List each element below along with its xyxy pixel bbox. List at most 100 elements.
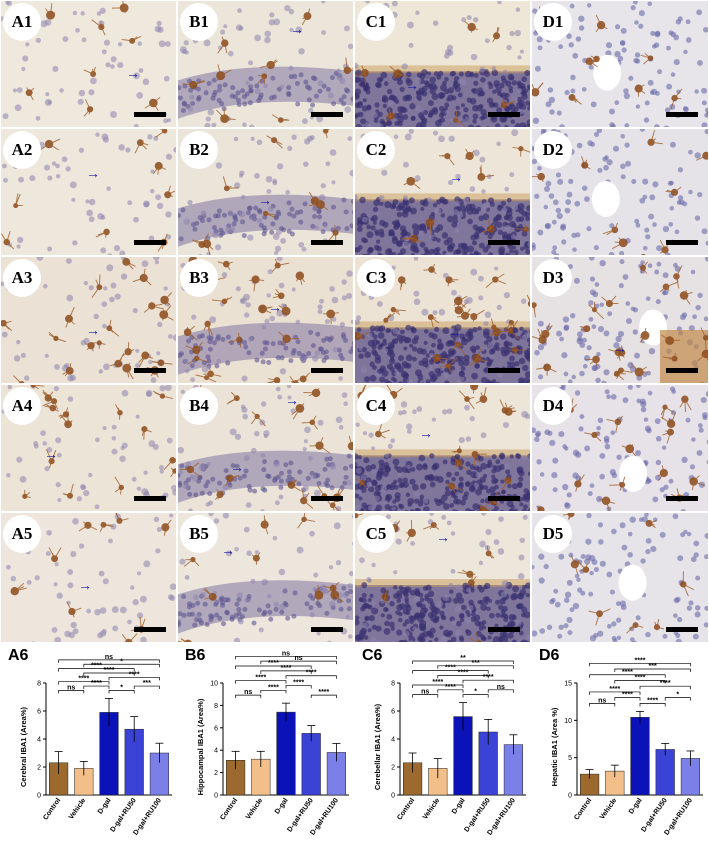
significance-bracket: [614, 668, 691, 673]
significance-bracket: [412, 694, 439, 698]
significance-label: ns: [598, 697, 606, 704]
scale-bar: [488, 368, 520, 373]
panel-label: D4: [534, 387, 572, 425]
significance-bracket: [589, 674, 666, 678]
scale-bar: [666, 368, 698, 373]
bar: [655, 749, 675, 796]
significance-bracket: [108, 676, 160, 681]
micrograph-texture: [355, 129, 530, 255]
significance-bracket: [235, 694, 262, 699]
y-tick-label: 6: [214, 725, 218, 732]
significance-bracket: [235, 680, 287, 684]
x-tick-label: D-gal: [451, 797, 467, 815]
micrograph-texture: [532, 129, 708, 255]
micrograph-texture: [355, 257, 530, 383]
y-axis-label: Hippocampal IBA1 (Area%): [196, 698, 205, 795]
significance-label: ****: [78, 676, 89, 683]
micrograph-texture: [1, 385, 176, 510]
panel-label: C1: [357, 3, 395, 41]
significance-bracket: [614, 680, 666, 684]
y-axis-label: Cerebral IBA1 (Area%): [19, 706, 28, 787]
significance-label: ***: [649, 663, 657, 670]
significance-bracket: [412, 670, 489, 674]
y-tick-label: 2: [214, 770, 218, 777]
significance-bracket: [412, 684, 464, 688]
x-tick-label: D-gal+RU100: [309, 797, 340, 837]
micrograph-a5: A5: [0, 512, 177, 643]
micrograph-texture: [178, 385, 353, 511]
significance-label: ****: [255, 675, 266, 682]
significance-bracket: [310, 694, 337, 699]
significance-label: ****: [268, 684, 279, 691]
significance-bracket: [285, 675, 337, 679]
bar: [301, 733, 321, 796]
panel-label: C5: [357, 515, 395, 553]
y-tick-label: 10: [210, 681, 218, 688]
arrow-icon: →: [86, 322, 100, 338]
panel-label: D1: [534, 3, 572, 41]
significance-bracket: [260, 670, 312, 674]
x-tick-label: D-gal+RU50: [640, 797, 668, 833]
panel-label: A1: [3, 3, 41, 41]
significance-bracket: [260, 689, 287, 694]
significance-label: ns: [282, 650, 290, 657]
significance-bracket: [437, 675, 489, 679]
significance-label: ****: [622, 692, 633, 699]
panel-label: C3: [357, 259, 395, 297]
significance-bracket: [83, 672, 135, 676]
y-tick-label: 6: [391, 709, 395, 716]
significance-label: ****: [609, 686, 620, 693]
micrograph-c2: C2: [354, 128, 531, 256]
significance-label: ns: [295, 655, 303, 662]
arrow-icon: →: [230, 459, 244, 475]
significance-bracket: [260, 660, 337, 665]
significance-label: ****: [445, 684, 456, 691]
chart-svg: 0 2 4 6 8 Cerebral IBA1 (Area%) Control Vehicle…: [19, 654, 172, 837]
panel-label: D2: [534, 131, 572, 169]
scale-bar: [666, 112, 698, 117]
significance-label: ****: [622, 669, 633, 676]
micrograph-b1: B1: [177, 0, 354, 128]
arrow-icon: →: [258, 192, 272, 208]
panel-label: B4: [180, 387, 218, 425]
scale-bar: [666, 627, 698, 632]
significance-label: ****: [91, 680, 102, 687]
significance-bracket: [487, 689, 514, 693]
significance-label: **: [460, 655, 466, 662]
arrow-icon: →: [419, 425, 433, 441]
y-tick-label: 6: [37, 709, 41, 716]
y-tick-label: 4: [214, 748, 218, 755]
significance-label: *: [474, 689, 477, 696]
arrow-icon: →: [290, 21, 304, 37]
micrograph-texture: [355, 385, 530, 511]
micrograph-d4: D4: [531, 384, 709, 512]
bar: [276, 711, 296, 796]
micrograph-c3: C3: [354, 256, 531, 384]
significance-bracket: [639, 703, 666, 707]
arrow-icon: →: [268, 299, 282, 315]
chart-panel-label: B6: [185, 647, 206, 664]
arrow-icon: →: [44, 446, 58, 462]
bar-chart-row: A6 0 2 4 6 8 Cerebral IBA1 (Area%) Control Vehic…: [0, 643, 709, 865]
chart-panel-label: C6: [362, 647, 383, 664]
significance-bracket: [589, 703, 616, 707]
scale-bar: [488, 240, 520, 245]
scale-bar: [134, 627, 166, 632]
micrograph-texture: [178, 1, 353, 127]
panel-label: A3: [3, 259, 41, 297]
x-tick-label: Control: [396, 797, 416, 821]
significance-label: ****: [458, 669, 469, 676]
significance-bracket: [639, 685, 691, 690]
panel-label: B3: [180, 259, 218, 297]
micrograph-b3: B3: [177, 256, 354, 384]
x-tick-label: D-gal+RU100: [486, 797, 517, 837]
micrograph-b2: B2: [177, 128, 354, 256]
x-tick-label: Vehicle: [599, 797, 619, 821]
bar-chart-a6: A6 0 2 4 6 8 Cerebral IBA1 (Area%) Control Vehic…: [0, 643, 177, 865]
arrow-icon: →: [285, 392, 299, 408]
significance-label: ***: [143, 680, 151, 687]
y-tick-label: 2: [37, 765, 41, 772]
significance-label: *: [676, 692, 679, 699]
scale-bar: [666, 496, 698, 501]
x-tick-label: D-gal+RU50: [463, 797, 491, 833]
